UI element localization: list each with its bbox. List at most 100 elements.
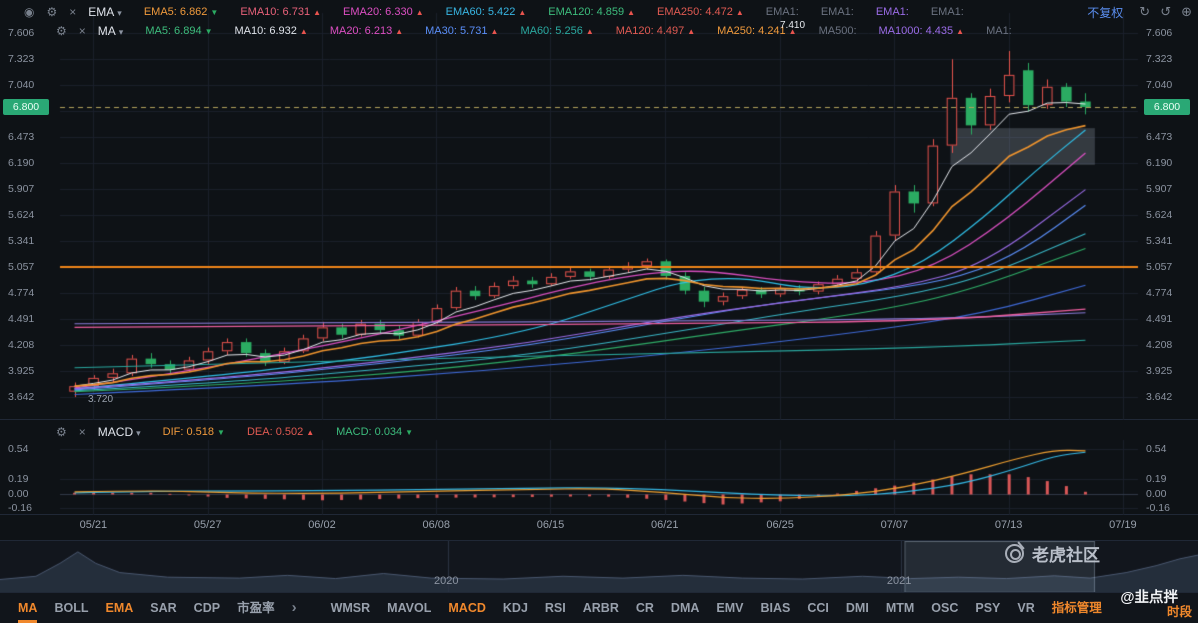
tab-emv[interactable]: EMV bbox=[716, 601, 744, 615]
macd-section: ⚙ × MACD ▾ DIF: 0.518 ▼ DEA: 0.502 ▲ MACD: 0.… bbox=[0, 420, 1198, 515]
macd-axis-label: -0.16 bbox=[8, 501, 32, 514]
macd-settings-gear-icon[interactable]: ⚙ bbox=[56, 425, 67, 439]
price-axis-label: 5.624 bbox=[1146, 209, 1173, 221]
price-axis-label: 6.473 bbox=[8, 131, 35, 144]
ema-group-dropdown[interactable]: EMA ▾ bbox=[88, 5, 122, 19]
price-axis-label: 4.491 bbox=[1146, 313, 1173, 326]
tab-mtm[interactable]: MTM bbox=[885, 601, 915, 615]
macd-axis-label: 0.00 bbox=[1146, 488, 1167, 501]
navigator-canvas[interactable] bbox=[0, 541, 1198, 593]
ema-settings-gear-icon[interactable]: ⚙ bbox=[46, 5, 58, 19]
indicator-ma60: MA60: 5.256 ▲ bbox=[520, 25, 594, 37]
tab-kdj[interactable]: KDJ bbox=[502, 601, 528, 615]
more-indicators-chevron[interactable]: › bbox=[291, 599, 297, 616]
ema-group-label: EMA bbox=[88, 5, 115, 19]
date-label: 06/15 bbox=[536, 519, 565, 531]
price-axis-label: 5.624 bbox=[8, 209, 35, 221]
indicator-ema1: EMA1: bbox=[930, 6, 964, 18]
price-axis-label: 7.606 bbox=[8, 27, 35, 39]
caret-down-icon: ▾ bbox=[118, 27, 124, 37]
tab-bias[interactable]: BIAS bbox=[760, 601, 791, 615]
tab-dmi[interactable]: DMI bbox=[845, 601, 869, 615]
undo-icon[interactable]: ↺ bbox=[1160, 4, 1172, 19]
current-price-tag-left: 6.800 bbox=[3, 99, 49, 115]
indicator-ma20: MA20: 6.213 ▲ bbox=[329, 25, 404, 37]
adjustment-mode-button[interactable]: 不复权 bbox=[1087, 5, 1124, 20]
indicator-tab-bar: MA BOLL EMA SAR CDP 市盈率 › WMSR MAVOL MACD KDJ RSI AR… bbox=[0, 592, 1198, 623]
indicator-ema1: EMA1: bbox=[820, 6, 854, 18]
macd-chart-canvas[interactable] bbox=[0, 420, 1198, 515]
tab-psy[interactable]: PSY bbox=[975, 601, 1001, 615]
price-axis-label: 5.057 bbox=[1146, 261, 1173, 274]
tab-vr[interactable]: VR bbox=[1017, 601, 1035, 615]
tab-macd[interactable]: MACD bbox=[448, 601, 486, 615]
tab-rsi[interactable]: RSI bbox=[544, 601, 566, 615]
time-segment-button[interactable]: 时段 bbox=[1166, 605, 1192, 619]
price-axis-label: 5.057 bbox=[8, 261, 35, 274]
indicator-ema10: EMA10: 6.731 ▲ bbox=[240, 6, 321, 18]
tab-dma[interactable]: DMA bbox=[670, 601, 700, 615]
price-axis-label: 6.473 bbox=[1146, 131, 1173, 144]
tab-arbr[interactable]: ARBR bbox=[582, 601, 619, 615]
tab-cdp[interactable]: CDP bbox=[193, 601, 221, 615]
current-price-tag-right: 6.800 bbox=[1144, 99, 1190, 115]
price-axis-label: 7.323 bbox=[8, 52, 35, 65]
chart-toolbar-right: 不复权 ↻ ↺ ⊕ bbox=[1087, 4, 1198, 21]
indicator-ema5: EMA5: 6.862 ▼ bbox=[143, 6, 219, 18]
tab-ema[interactable]: EMA bbox=[105, 601, 134, 615]
timeline-navigator[interactable]: 2020 2021 bbox=[0, 540, 1198, 593]
year-label: 2021 bbox=[886, 575, 912, 587]
price-axis-label: 4.208 bbox=[8, 339, 35, 352]
price-axis-label: 6.190 bbox=[8, 157, 35, 170]
tab-boll[interactable]: BOLL bbox=[54, 601, 89, 615]
macd-close-icon[interactable]: × bbox=[78, 425, 86, 439]
indicator-ma10: MA10: 6.932 ▲ bbox=[234, 25, 308, 37]
ma-group-dropdown[interactable]: MA ▾ bbox=[98, 24, 124, 38]
date-label: 06/21 bbox=[650, 519, 679, 531]
watermark-brand: 老虎社区 bbox=[1005, 541, 1100, 566]
indicator-ma120: MA120: 4.497 ▲ bbox=[615, 25, 696, 37]
add-indicator-icon[interactable]: ⊕ bbox=[1181, 4, 1192, 19]
tab-wmsr[interactable]: WMSR bbox=[330, 601, 371, 615]
year-label: 2020 bbox=[434, 575, 459, 587]
main-chart-section: ◉ ⚙ × EMA ▾ EMA5: 6.862 ▼ EMA10: 6.731 ▲ EMA2… bbox=[0, 0, 1198, 420]
indicator-ema20: EMA20: 6.330 ▲ bbox=[342, 6, 424, 18]
ma-indicator-bar: ⚙ × MA ▾ MA5: 6.894 ▼ MA10: 6.932 ▲ MA20: 6.2… bbox=[0, 22, 1198, 40]
date-label: 05/21 bbox=[79, 519, 108, 531]
macd-indicator-bar: ⚙ × MACD ▾ DIF: 0.518 ▼ DEA: 0.502 ▲ MACD: 0.… bbox=[0, 423, 1198, 441]
watermark-brand-text: 老虎社区 bbox=[1032, 546, 1100, 565]
tab-mavol[interactable]: MAVOL bbox=[387, 601, 432, 615]
indicator-ema1: EMA1: bbox=[875, 6, 909, 18]
date-axis: 05/21 05/27 06/02 06/08 06/15 06/21 06/25 07/07… bbox=[0, 515, 1198, 540]
tab-ma[interactable]: MA bbox=[18, 593, 37, 623]
indicator-ma1000: MA1000: 4.435 ▲ bbox=[878, 25, 965, 37]
macd-axis-label: 0.54 bbox=[1146, 443, 1167, 456]
tab-sar[interactable]: SAR bbox=[150, 601, 177, 615]
ma-settings-gear-icon[interactable]: ⚙ bbox=[56, 24, 67, 38]
tab-cr[interactable]: CR bbox=[635, 601, 654, 615]
tab-cci[interactable]: CCI bbox=[807, 601, 829, 615]
ma-close-icon[interactable]: × bbox=[78, 24, 86, 38]
price-axis-label: 5.907 bbox=[8, 183, 35, 195]
visibility-icon[interactable]: ◉ bbox=[24, 5, 35, 19]
tab-市盈率[interactable]: 市盈率 bbox=[237, 601, 275, 615]
price-axis-label: 7.606 bbox=[1146, 27, 1173, 39]
refresh-icon[interactable]: ↻ bbox=[1139, 4, 1151, 19]
macd-group-dropdown[interactable]: MACD ▾ bbox=[98, 425, 141, 439]
price-axis-label: 3.925 bbox=[8, 365, 35, 377]
ema-close-icon[interactable]: × bbox=[69, 5, 77, 19]
indicator-manage-button[interactable]: 指标管理 bbox=[1051, 601, 1102, 615]
high-price-annotation: 7.410 bbox=[780, 20, 806, 31]
candlestick-chart-canvas[interactable] bbox=[0, 0, 1198, 420]
low-price-annotation: 3.720 bbox=[88, 394, 114, 405]
tab-osc[interactable]: OSC bbox=[931, 601, 959, 615]
date-label: 07/13 bbox=[994, 519, 1023, 531]
ma-values-list: MA5: 6.894 ▼ MA10: 6.932 ▲ MA20: 6.213 ▲ MA30:… bbox=[145, 25, 1033, 37]
indicator-ema60: EMA60: 5.422 ▲ bbox=[445, 6, 527, 18]
macd-values-list: DIF: 0.518 ▼ DEA: 0.502 ▲ MACD: 0.034 ▼ bbox=[163, 426, 435, 438]
price-axis-label: 3.642 bbox=[8, 391, 35, 403]
price-axis-label: 4.491 bbox=[8, 313, 35, 326]
date-label: 07/19 bbox=[1109, 519, 1137, 531]
indicator-ma500: MA500: bbox=[818, 25, 857, 37]
ma-group-label: MA bbox=[97, 24, 116, 38]
